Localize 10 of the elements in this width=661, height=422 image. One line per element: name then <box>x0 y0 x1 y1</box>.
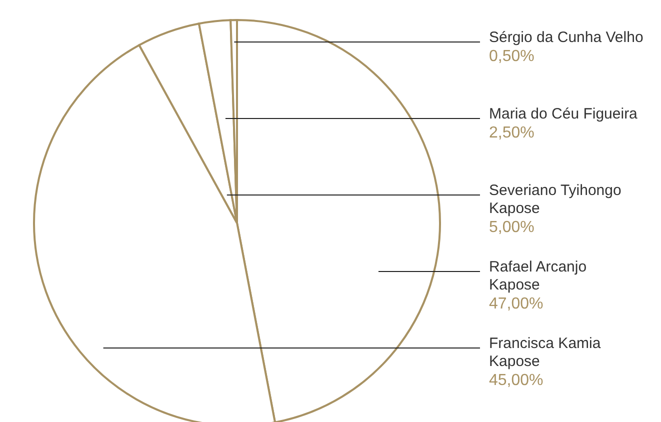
slice-label: Francisca Kamia Kapose <box>489 335 602 370</box>
slice-label: Sérgio da Cunha Velho <box>489 29 644 46</box>
slice-label: Rafael Arcanjo Kapose <box>489 258 587 294</box>
slice-label: Maria do Céu Figueira <box>489 106 638 122</box>
data-label: 47,00% <box>489 296 544 312</box>
data-label: 2,50% <box>489 124 534 142</box>
data-label: 5,00% <box>489 219 534 236</box>
data-label: 0,50% <box>489 48 534 65</box>
slice-label: Severiano Tyihongo Kapose <box>489 182 622 217</box>
data-label: 45,00% <box>489 372 544 389</box>
